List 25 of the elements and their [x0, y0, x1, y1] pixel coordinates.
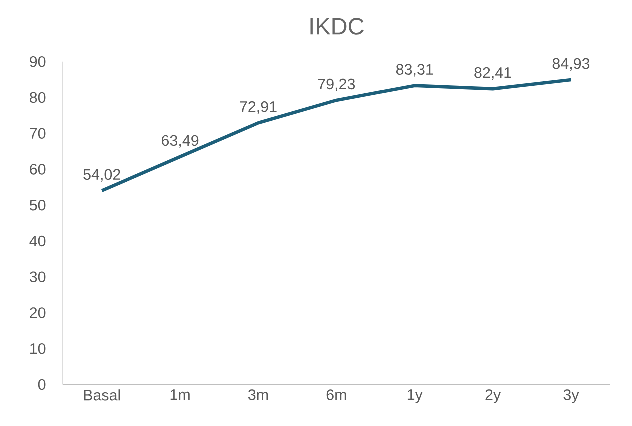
x-tick-label: 6m — [326, 390, 346, 400]
y-tick-label: 60 — [30, 164, 46, 175]
y-tick-label: 20 — [30, 308, 46, 318]
data-label: 82,41 — [474, 67, 512, 80]
x-tick-label: Basal — [84, 390, 120, 401]
y-tick-label: 70 — [30, 128, 46, 139]
data-label: 84,93 — [552, 58, 590, 71]
data-label: 63,49 — [162, 135, 199, 148]
y-tick-label: 50 — [30, 200, 46, 211]
x-tick-label: 1m — [170, 390, 190, 400]
y-tick-label: 40 — [30, 236, 46, 247]
x-tick-label: 3m — [248, 390, 268, 400]
y-tick-label: 80 — [30, 92, 46, 104]
x-tick-label: 1y — [408, 390, 423, 404]
data-label: 79,23 — [318, 78, 356, 92]
data-label: 83,31 — [396, 64, 434, 77]
x-tick-label: 2y — [486, 390, 502, 404]
y-tick-label: 10 — [30, 343, 46, 354]
y-tick-label: 30 — [30, 272, 46, 282]
chart-title: IKDC — [310, 18, 364, 35]
data-label: 72,91 — [240, 102, 277, 114]
y-tick-label: 90 — [30, 56, 46, 68]
data-label: 54,02 — [84, 169, 120, 182]
y-tick-label: 0 — [38, 379, 46, 390]
x-tick-label: 3y — [564, 390, 580, 404]
